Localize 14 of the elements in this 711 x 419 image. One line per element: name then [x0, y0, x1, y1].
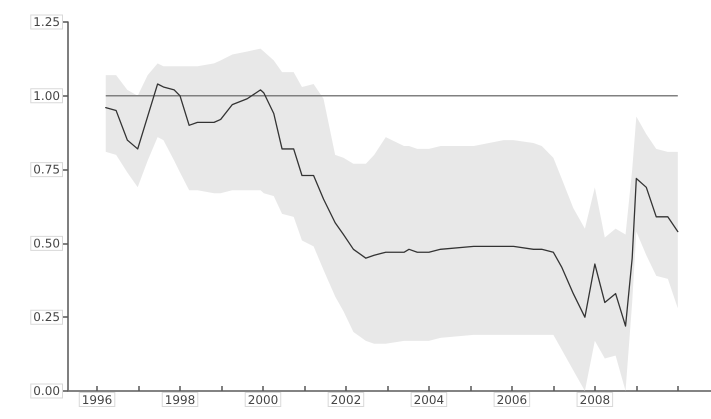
y-tick-label: 0.00 [33, 384, 60, 398]
y-tick-label: 0.25 [33, 310, 60, 324]
x-tick-label: 2006 [496, 393, 528, 407]
y-tick-label: 0.75 [33, 162, 60, 177]
x-tick-label: 2008 [580, 393, 610, 407]
x-tick-label: 1996 [82, 393, 112, 407]
y-tick-label: 1.00 [33, 88, 60, 103]
line-series [105, 83, 678, 327]
x-tick-label: 1998 [164, 393, 196, 407]
y-tick-label: 0.50 [33, 236, 60, 250]
x-tick-label: 2000 [248, 393, 278, 407]
x-tick-label: 2004 [414, 393, 444, 407]
y-tick-label: 1.25 [33, 15, 60, 29]
x-tick-label: 2002 [330, 393, 362, 407]
